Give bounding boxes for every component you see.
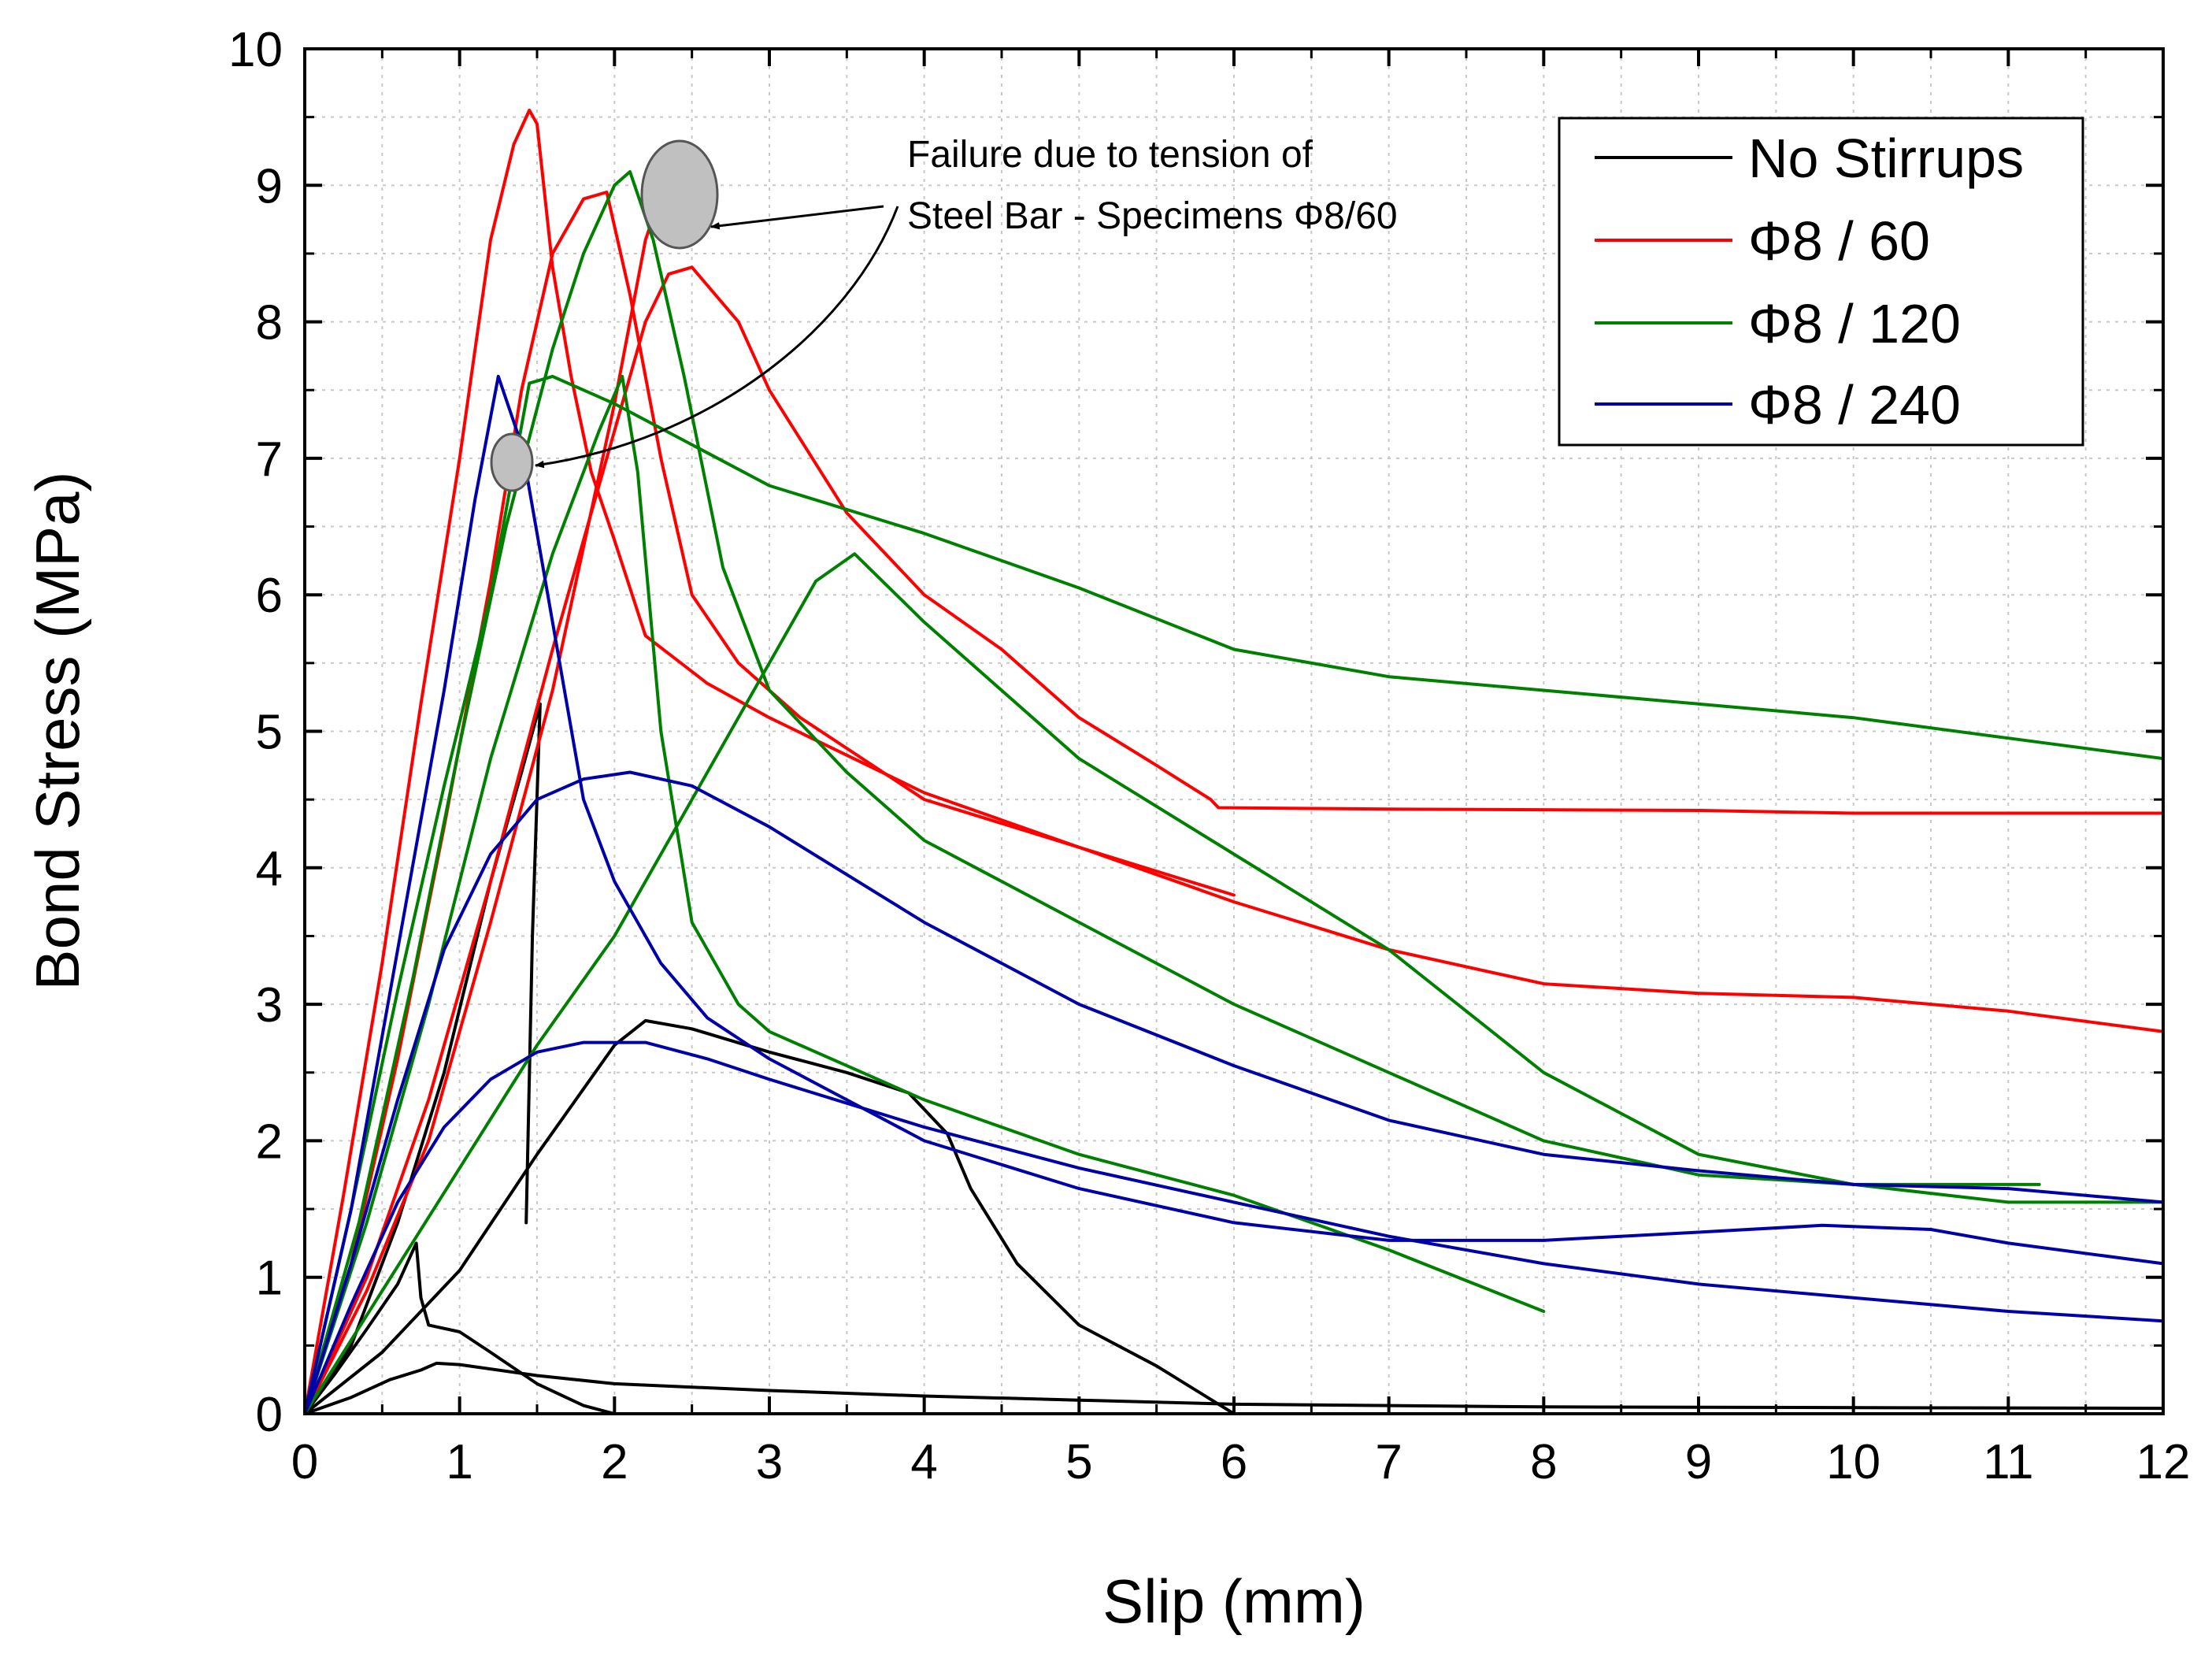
- x-tick-label: 10: [1826, 1435, 1880, 1489]
- y-tick-label: 1: [256, 1252, 283, 1306]
- x-tick-label: 2: [601, 1435, 628, 1489]
- failure-marker-2: [490, 432, 534, 492]
- y-axis-title: Bond Stress (MPa): [23, 472, 92, 991]
- series-line-no-stirrups-0: [305, 1361, 2163, 1414]
- series-line-no-stirrups-3: [305, 1018, 1236, 1414]
- failure-annotation: Failure due to tension of Steel Bar - Sp…: [490, 134, 1398, 492]
- y-tick-label: 10: [228, 23, 283, 77]
- series-line-8-120-10: [305, 374, 1546, 1414]
- x-tick-label: 3: [756, 1435, 783, 1489]
- series-line-8-240-12: [305, 374, 2163, 1414]
- x-tick-label: 7: [1375, 1435, 1402, 1489]
- x-tick-label: 8: [1530, 1435, 1557, 1489]
- x-tick-label: 0: [291, 1435, 318, 1489]
- legend-label-phi8-60: Φ8 / 60: [1748, 210, 1930, 272]
- x-axis-title: Slip (mm): [1102, 1567, 1365, 1636]
- series-line-8-120-9: [305, 170, 2041, 1414]
- legend-label-no-stirrups: No Stirrups: [1748, 128, 2024, 189]
- series-line-8-240-13: [305, 770, 2163, 1414]
- series-line-8-60-6: [305, 265, 2163, 1414]
- failure-marker-1: [640, 139, 719, 250]
- legend-box: [1558, 117, 2084, 447]
- y-tick-label: 9: [256, 159, 283, 213]
- series-line-8-120-8: [305, 374, 2163, 1414]
- y-tick-label: 8: [256, 296, 283, 350]
- series-line-8-60-4: [305, 109, 2163, 1414]
- x-tick-label: 11: [1983, 1435, 2033, 1489]
- y-tick-label: 4: [256, 842, 283, 896]
- legend-label-phi8-240: Φ8 / 240: [1748, 374, 1961, 436]
- annotation-line-1: Failure due to tension of: [907, 134, 1313, 176]
- x-tick-label: 9: [1685, 1435, 1712, 1489]
- x-tick-label: 5: [1065, 1435, 1092, 1489]
- y-tick-label: 2: [256, 1114, 283, 1169]
- legend-label-phi8-120: Φ8 / 120: [1748, 293, 1961, 354]
- y-tick-label: 6: [256, 569, 283, 623]
- y-tick-label: 0: [256, 1388, 283, 1442]
- x-tick-label: 1: [446, 1435, 472, 1489]
- y-tick-label: 7: [256, 432, 283, 487]
- x-tick-label: 12: [2136, 1435, 2191, 1489]
- y-tick-label: 3: [256, 978, 283, 1033]
- series-line-8-240-14: [305, 1040, 2163, 1414]
- series-line-8-120-11: [305, 552, 2163, 1414]
- series-layer: [305, 109, 2163, 1414]
- annotation-arrow-2: [534, 206, 899, 469]
- annotation-line-2: Steel Bar - Specimens Φ8/60: [907, 195, 1398, 237]
- y-tick-label: 5: [256, 706, 283, 760]
- series-line-no-stirrups-1: [305, 1241, 617, 1414]
- x-tick-label: 4: [910, 1435, 937, 1489]
- legend: No Stirrups Φ8 / 60 Φ8 / 120 Φ8 / 240: [1558, 117, 2084, 447]
- x-tick-label: 6: [1221, 1435, 1247, 1489]
- annotation-arrow-1: [710, 205, 884, 230]
